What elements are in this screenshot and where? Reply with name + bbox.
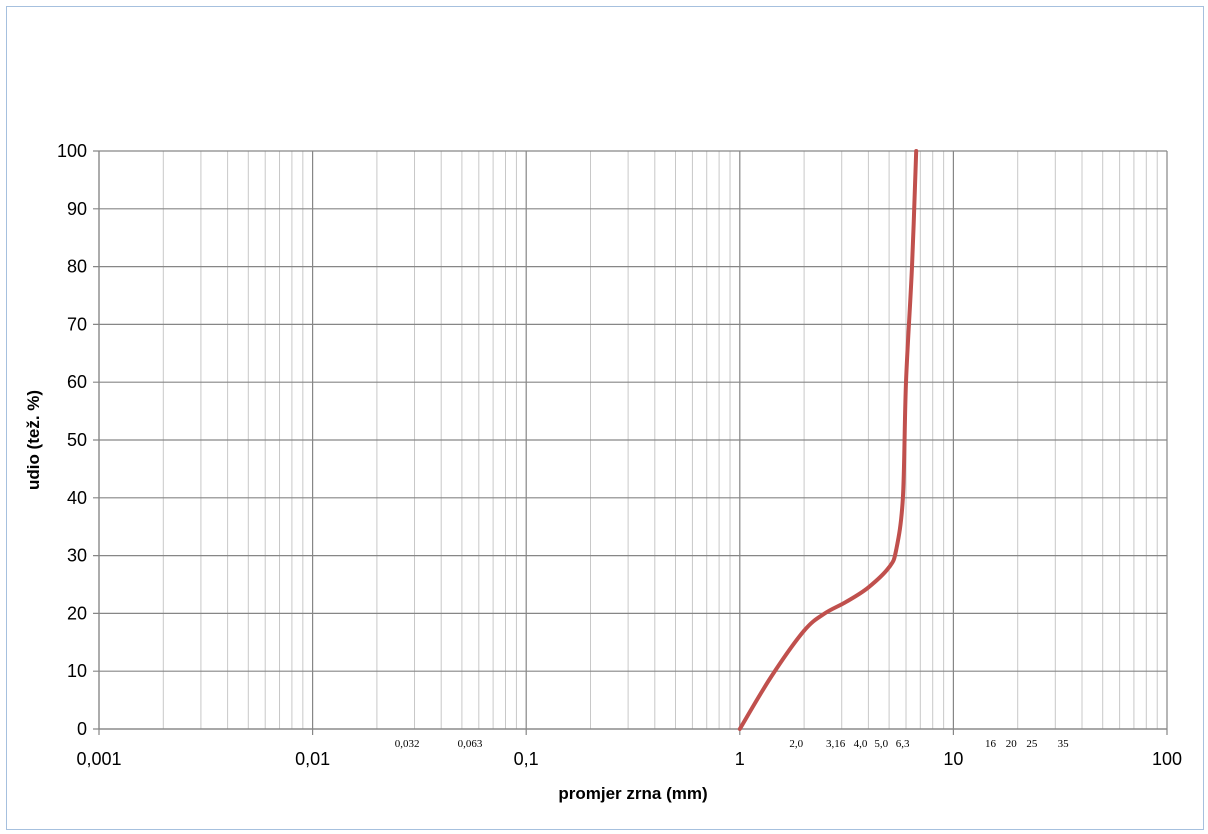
y-tick-label: 100	[57, 141, 87, 161]
series-layer	[737, 149, 919, 731]
sieve-label: 0,032	[395, 738, 420, 750]
x-tick-labels: 0,001 0,01 0,1 1 10 100	[76, 749, 1182, 769]
x-tick-label: 10	[943, 749, 963, 769]
x-tick-label: 100	[1152, 749, 1182, 769]
y-tick-label: 20	[67, 603, 87, 623]
x-tick-label: 1	[735, 749, 745, 769]
y-tick-label: 90	[67, 199, 87, 219]
y-tick-labels: 0 10 20 30 40 50 60 70 80 90 100	[57, 141, 87, 739]
y-tick-label: 60	[67, 372, 87, 392]
y-tick-label: 30	[67, 546, 87, 566]
major-gridlines	[93, 150, 1168, 735]
grain-size-chart: 0 10 20 30 40 50 60 70 80 90 100 0,001 0,01 0,1 1 10 10…	[24, 141, 1182, 803]
series-line	[737, 149, 919, 731]
y-tick-label: 50	[67, 430, 87, 450]
y-axis-title: udio (tež. %)	[24, 390, 43, 490]
sieve-label: 3,16	[826, 738, 846, 750]
sieve-label: 5,0	[874, 738, 888, 750]
x-tick-label: 0,001	[76, 749, 121, 769]
sieve-label: 2,0	[789, 738, 803, 750]
sieve-label: 20	[1006, 738, 1018, 750]
sieve-label: 4,0	[854, 738, 868, 750]
y-tick-label: 10	[67, 661, 87, 681]
x-axis-title: promjer zrna (mm)	[558, 784, 707, 803]
x-tick-label: 0,1	[514, 749, 539, 769]
chart-frame: 0 10 20 30 40 50 60 70 80 90 100 0,001 0,01 0,1 1 10 10…	[6, 6, 1204, 830]
sieve-label: 0,063	[458, 738, 483, 750]
y-tick-label: 70	[67, 314, 87, 334]
x-tick-label: 0,01	[295, 749, 330, 769]
sieve-label: 6,3	[896, 738, 910, 750]
sieve-label: 35	[1058, 738, 1070, 750]
sieve-size-labels: 0,032 0,063 2,0 3,16 4,0 5,0 6,3 16 20 25 35	[395, 738, 1069, 750]
sieve-label: 25	[1026, 738, 1038, 750]
sieve-label: 16	[985, 738, 997, 750]
y-tick-label: 0	[77, 719, 87, 739]
y-tick-label: 80	[67, 257, 87, 277]
y-tick-label: 40	[67, 488, 87, 508]
